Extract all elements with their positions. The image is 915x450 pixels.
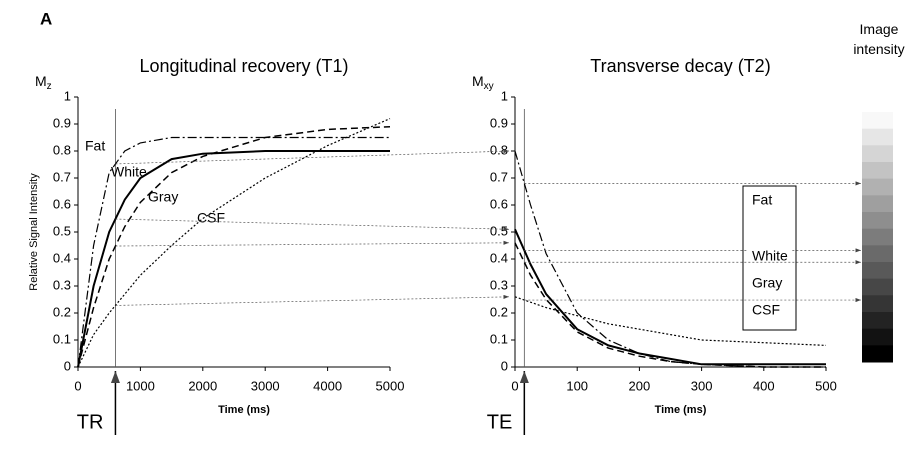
x-tick-label: 0 xyxy=(511,378,518,393)
series-line xyxy=(77,150,390,368)
intensity-step xyxy=(862,312,893,330)
y-tick-label: 0.2 xyxy=(53,304,71,319)
series-line xyxy=(77,118,391,368)
intensity-step xyxy=(862,195,893,213)
axis-symbol-letter: M xyxy=(35,73,47,89)
intensity-step xyxy=(862,228,893,246)
series-line xyxy=(77,136,390,368)
legend-label: Fat xyxy=(752,192,772,208)
curve-label: White xyxy=(111,164,147,180)
chart-title: Longitudinal recovery (T1) xyxy=(139,56,348,76)
connector xyxy=(115,218,510,232)
axis-symbol-subscript: xy xyxy=(484,81,494,92)
legend-label: White xyxy=(752,248,788,264)
y-tick-label: 0.2 xyxy=(490,304,508,319)
y-tick-label: 0.7 xyxy=(53,169,71,184)
marker-label: TR xyxy=(77,411,104,433)
axis-symbol-letter: M xyxy=(472,73,484,89)
y-tick-label: 0.6 xyxy=(490,196,508,211)
x-tick-label: 5000 xyxy=(376,378,405,393)
legend-label: CSF xyxy=(752,302,780,318)
panel-label: A xyxy=(40,9,52,28)
connector xyxy=(115,294,510,306)
intensity-label-line: intensity xyxy=(853,41,904,57)
x-tick-label: 3000 xyxy=(251,378,280,393)
x-tick-label: 0 xyxy=(74,378,81,393)
y-tick-label: 0.3 xyxy=(490,277,508,292)
intensity-step xyxy=(862,345,893,363)
y-tick-label: 0.9 xyxy=(53,115,71,130)
y-tick-label: 0.5 xyxy=(53,223,71,238)
axis-symbol: Mxy xyxy=(472,73,494,92)
intensity-step xyxy=(862,112,893,130)
curve-label: Fat xyxy=(85,138,105,154)
y-tick-label: 0.4 xyxy=(53,250,71,265)
x-axis-label: Time (ms) xyxy=(655,404,707,416)
series-line xyxy=(514,228,826,366)
axis-symbol: Mz xyxy=(35,73,52,92)
y-tick-label: 0 xyxy=(501,358,508,373)
intensity-step xyxy=(862,178,893,196)
series-line xyxy=(77,125,391,368)
x-tick-label: 4000 xyxy=(313,378,342,393)
marker-label: TE xyxy=(487,411,513,433)
x-axis-label: Time (ms) xyxy=(218,404,270,416)
connector xyxy=(115,240,510,247)
x-tick-label: 100 xyxy=(566,378,588,393)
series-line xyxy=(514,242,826,368)
y-tick-label: 1 xyxy=(64,88,71,103)
x-tick-label: 500 xyxy=(815,378,837,393)
axis-symbol-subscript: z xyxy=(47,81,52,92)
legend-bg xyxy=(748,302,792,320)
x-tick-label: 2000 xyxy=(188,378,217,393)
y-tick-label: 0.1 xyxy=(53,331,71,346)
y-tick-label: 0.3 xyxy=(53,277,71,292)
legend-bg xyxy=(748,248,792,266)
intensity-step xyxy=(862,145,893,163)
legend-bg xyxy=(748,192,792,210)
intensity-step xyxy=(862,328,893,346)
legend-bg xyxy=(748,275,792,293)
intensity-label-line: Image xyxy=(860,21,899,37)
y-tick-label: 0.9 xyxy=(490,115,508,130)
y-tick-label: 0.8 xyxy=(53,142,71,157)
intensity-step xyxy=(862,128,893,146)
x-tick-label: 400 xyxy=(753,378,775,393)
intensity-step xyxy=(862,245,893,263)
y-tick-label: 0.1 xyxy=(490,331,508,346)
y-tick-label: 1 xyxy=(501,88,508,103)
intensity-step xyxy=(862,295,893,313)
x-tick-label: 200 xyxy=(629,378,651,393)
y-tick-label: 0.4 xyxy=(490,250,508,265)
y-tick-label: 0.6 xyxy=(53,196,71,211)
intensity-step xyxy=(862,162,893,180)
legend-label: Gray xyxy=(752,275,782,291)
curve-label: Gray xyxy=(148,189,178,205)
y-tick-label: 0.7 xyxy=(490,169,508,184)
intensity-label: Image intensity xyxy=(853,21,904,57)
series-line xyxy=(514,296,827,346)
y-tick-label: 0.8 xyxy=(490,142,508,157)
x-tick-label: 1000 xyxy=(126,378,155,393)
y-tick-label: 0.5 xyxy=(490,223,508,238)
chart-title: Transverse decay (T2) xyxy=(590,56,770,76)
y-axis-label: Relative Signal Intensity xyxy=(28,173,40,291)
connector xyxy=(115,149,510,165)
intensity-step xyxy=(862,212,893,230)
intensity-step xyxy=(862,262,893,280)
y-tick-label: 0 xyxy=(64,358,71,373)
x-tick-label: 300 xyxy=(691,378,713,393)
curve-label: CSF xyxy=(197,210,225,226)
intensity-step xyxy=(862,278,893,296)
